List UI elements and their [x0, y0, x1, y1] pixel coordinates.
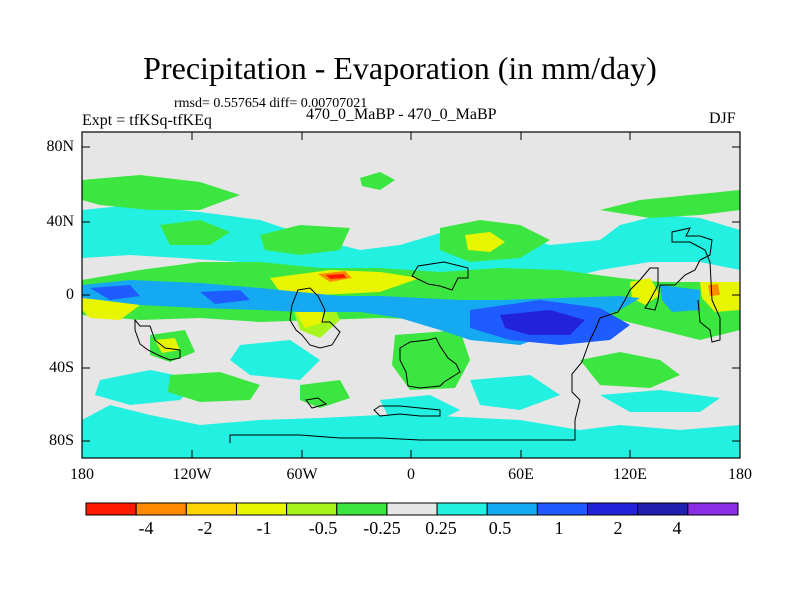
- colorbar-label: -0.25: [363, 518, 401, 538]
- y-axis-label: 40S: [49, 359, 74, 376]
- colorbar-box: [687, 502, 739, 516]
- colorbar-label: -4: [138, 518, 154, 538]
- coastline-path: [134, 318, 181, 361]
- land-outlines: [134, 227, 721, 443]
- x-axis-label: 180: [70, 466, 94, 483]
- cyan-region: [82, 205, 740, 285]
- axis-ticks: [81, 132, 741, 458]
- x-axis-label: 0: [407, 466, 415, 483]
- y-axis-label: 80S: [49, 432, 74, 449]
- colorbar-label: 0.25: [425, 518, 457, 538]
- cyan-region: [230, 340, 320, 380]
- blue-region: [200, 290, 250, 304]
- colorbar-box: [135, 502, 187, 516]
- colorbar-label: 4: [672, 518, 682, 538]
- colorbar-label: -1: [256, 518, 272, 538]
- colorbar-box: [185, 502, 237, 516]
- green-region: [82, 175, 240, 210]
- plot-title: Precipitation - Evaporation (in mm/day): [143, 50, 657, 86]
- case-label: 470_0_MaBP - 470_0_MaBP: [306, 106, 497, 123]
- yellow-region: [465, 232, 505, 252]
- map-field: [82, 132, 740, 458]
- green-region: [160, 220, 230, 245]
- colorbar-box: [486, 502, 538, 516]
- coastline-path: [373, 405, 441, 417]
- x-axis-label: 120W: [172, 466, 212, 483]
- cyan-region: [82, 405, 740, 458]
- coastline-path: [399, 337, 461, 389]
- cyan-region: [600, 390, 720, 412]
- green-region: [300, 380, 350, 408]
- green-region: [168, 372, 260, 402]
- colorbar-box: [587, 502, 639, 516]
- colorbar-label: -0.5: [308, 518, 338, 538]
- colorbar-box: [637, 502, 689, 516]
- experiment-label: Expt = tfKSq-tfKEq: [82, 112, 212, 129]
- dark-blue-region: [500, 310, 585, 335]
- green-region: [580, 352, 680, 388]
- y-axis-label: 40N: [46, 213, 74, 230]
- colorbar-box: [286, 502, 338, 516]
- yellow-region: [295, 308, 325, 328]
- green-region: [360, 172, 395, 190]
- coastline-path: [411, 261, 469, 291]
- colorbar-label: 0.5: [488, 518, 512, 538]
- x-axis-label: 180: [728, 466, 752, 483]
- colorbar-box: [436, 502, 488, 516]
- green-region: [600, 190, 740, 218]
- y-axis-label: 0: [66, 286, 74, 303]
- colorbar-box: [386, 502, 438, 516]
- red-region: [326, 274, 346, 279]
- x-axis-label: 120E: [613, 466, 647, 483]
- x-axis-label: 60E: [508, 466, 534, 483]
- green-region: [392, 330, 470, 390]
- colorbar-label: 2: [613, 518, 623, 538]
- colorbar-label: 1: [554, 518, 564, 538]
- cyan-region: [470, 375, 560, 410]
- colorbar-box: [336, 502, 388, 516]
- season-label: DJF: [709, 110, 736, 127]
- orange-region: [708, 284, 720, 296]
- colorbar-box: [536, 502, 589, 516]
- statistics-label: rmsd= 0.557654 diff= 0.00707021: [174, 96, 368, 111]
- coastline-path: [289, 287, 341, 349]
- colorbar: [85, 502, 739, 516]
- blue-region: [90, 285, 140, 300]
- colorbar-box: [235, 502, 288, 516]
- x-axis-label: 60W: [286, 466, 318, 483]
- coastline-path: [305, 397, 328, 409]
- y-axis-label: 80N: [46, 138, 74, 155]
- green-region: [260, 225, 350, 255]
- coastline-path: [229, 227, 721, 443]
- colorbar-label: -2: [197, 518, 213, 538]
- sky-region: [660, 285, 700, 312]
- colorbar-box: [85, 502, 137, 516]
